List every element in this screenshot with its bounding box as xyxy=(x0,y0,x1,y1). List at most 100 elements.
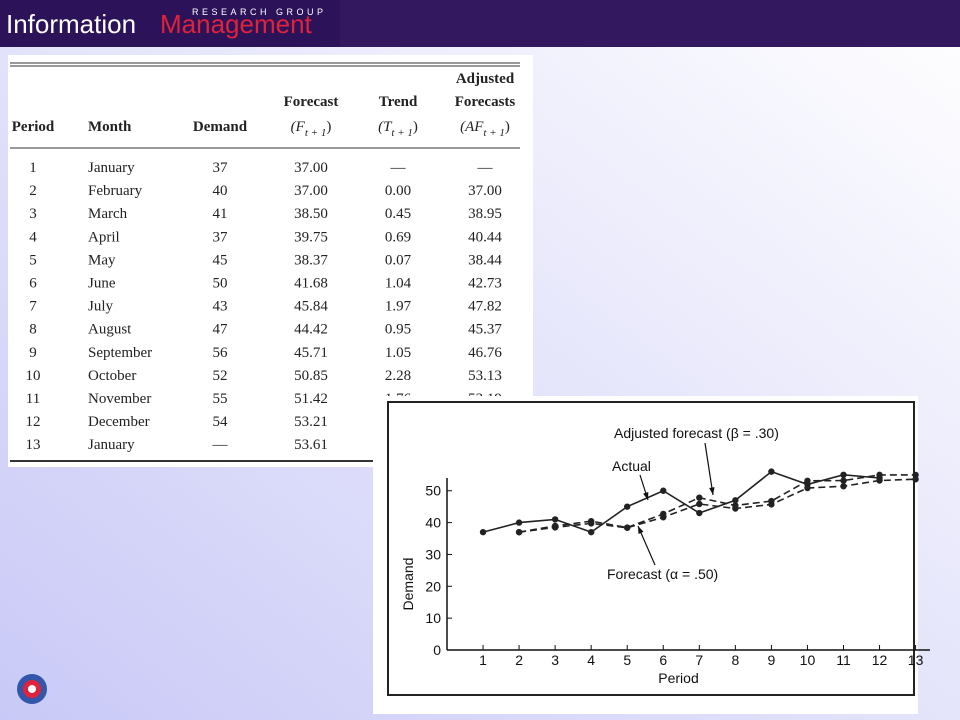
cell: March xyxy=(88,206,128,222)
data-point xyxy=(515,528,523,536)
column-symbol: (Tt + 1) xyxy=(378,119,418,139)
cell: 40.44 xyxy=(468,229,502,245)
symbol: (F xyxy=(291,119,306,135)
cell: 37.00 xyxy=(294,160,328,176)
annotation-arrow xyxy=(704,442,714,496)
data-point xyxy=(768,497,775,505)
cell: 44.42 xyxy=(294,322,328,338)
data-point xyxy=(660,487,667,494)
data-point xyxy=(551,516,559,523)
cell: 41.68 xyxy=(294,276,328,292)
column-header: Month xyxy=(88,119,132,135)
brand-first: Information xyxy=(6,9,136,39)
y-tick-label: 0 xyxy=(433,642,441,658)
series-line xyxy=(518,478,916,533)
subscript: t + 1 xyxy=(391,127,412,139)
cell: 12 xyxy=(26,414,41,430)
data-point xyxy=(660,510,667,518)
cell: 37.00 xyxy=(294,183,328,199)
x-tick-label: 2 xyxy=(515,652,523,668)
data-point xyxy=(696,494,703,501)
subscript: t + 1 xyxy=(305,127,326,139)
cell: 7 xyxy=(29,299,37,315)
cell: 1 xyxy=(29,160,37,176)
symbol-close: ) xyxy=(413,119,418,135)
x-axis-label: Period xyxy=(658,670,698,686)
x-tick-label: 1 xyxy=(479,652,487,668)
data-point xyxy=(840,471,847,479)
data-point xyxy=(587,517,595,525)
cell: 6 xyxy=(29,276,37,292)
data-point xyxy=(768,468,775,475)
cell: — xyxy=(477,160,494,176)
cell: 2 xyxy=(29,183,37,199)
cell: August xyxy=(88,322,132,338)
cell: November xyxy=(88,391,151,407)
cell: 11 xyxy=(26,391,40,407)
cell: — xyxy=(390,160,407,176)
cell: 0.00 xyxy=(385,183,411,199)
series-annotation: Forecast (α = .50) xyxy=(607,566,718,582)
cell: 1.97 xyxy=(385,299,412,315)
data-point xyxy=(551,522,559,530)
data-point xyxy=(804,484,811,492)
arrow-head xyxy=(643,492,649,500)
data-point xyxy=(840,477,847,484)
cell: 1.04 xyxy=(385,276,412,292)
cell: January xyxy=(88,437,135,453)
series-line xyxy=(518,474,916,533)
arrow-head xyxy=(709,487,715,495)
series-annotation: Adjusted forecast (β = .30) xyxy=(614,425,779,441)
logo-bg xyxy=(0,0,340,47)
x-tick-label: 12 xyxy=(872,652,888,668)
cell: — xyxy=(212,437,229,453)
column-header: Demand xyxy=(193,119,248,135)
symbol-close: ) xyxy=(326,119,331,135)
cell: 43 xyxy=(213,299,228,315)
data-point xyxy=(732,502,739,509)
cell: 2.28 xyxy=(385,368,411,384)
symbol: (T xyxy=(378,119,393,135)
x-tick-label: 10 xyxy=(800,652,816,668)
cell: 38.95 xyxy=(468,206,502,222)
cell: 42.73 xyxy=(468,276,502,292)
cell: 45.84 xyxy=(294,299,328,315)
cell: 47.82 xyxy=(468,299,502,315)
cell: 56 xyxy=(213,345,229,361)
cell: 0.07 xyxy=(385,252,412,268)
y-tick-label: 10 xyxy=(425,610,441,626)
cell: May xyxy=(88,252,116,268)
symbol: (AF xyxy=(460,119,484,135)
cell: 50 xyxy=(213,276,228,292)
column-symbol: (AFt + 1) xyxy=(460,119,510,139)
column-symbol: (Ft + 1) xyxy=(291,119,332,139)
cell: 53.21 xyxy=(294,414,328,430)
cell: 37.00 xyxy=(468,183,502,199)
x-tick-label: 3 xyxy=(551,652,559,668)
cell: July xyxy=(88,299,114,315)
series-annotation: Actual xyxy=(612,458,651,474)
cell: 37 xyxy=(213,160,229,176)
data-point xyxy=(587,528,595,536)
data-point xyxy=(912,471,919,479)
y-tick-label: 40 xyxy=(425,515,441,531)
subscript: t + 1 xyxy=(483,127,504,139)
cell: September xyxy=(88,345,152,361)
data-point xyxy=(840,483,847,490)
column-header: Forecasts xyxy=(455,94,516,110)
series-line xyxy=(482,470,880,534)
cell: February xyxy=(88,183,143,199)
cell: 54 xyxy=(213,414,229,430)
cell: 41 xyxy=(213,206,228,222)
cell: 9 xyxy=(29,345,37,361)
cell: 45 xyxy=(213,252,228,268)
brand-second: Management xyxy=(160,9,313,39)
y-axis-label: Demand xyxy=(400,558,416,611)
data-point xyxy=(804,477,811,484)
y-tick-label: 50 xyxy=(425,483,441,499)
cell: 0.69 xyxy=(385,229,411,245)
cell: 51.42 xyxy=(294,391,328,407)
cell: 5 xyxy=(29,252,37,268)
data-point xyxy=(876,477,883,484)
